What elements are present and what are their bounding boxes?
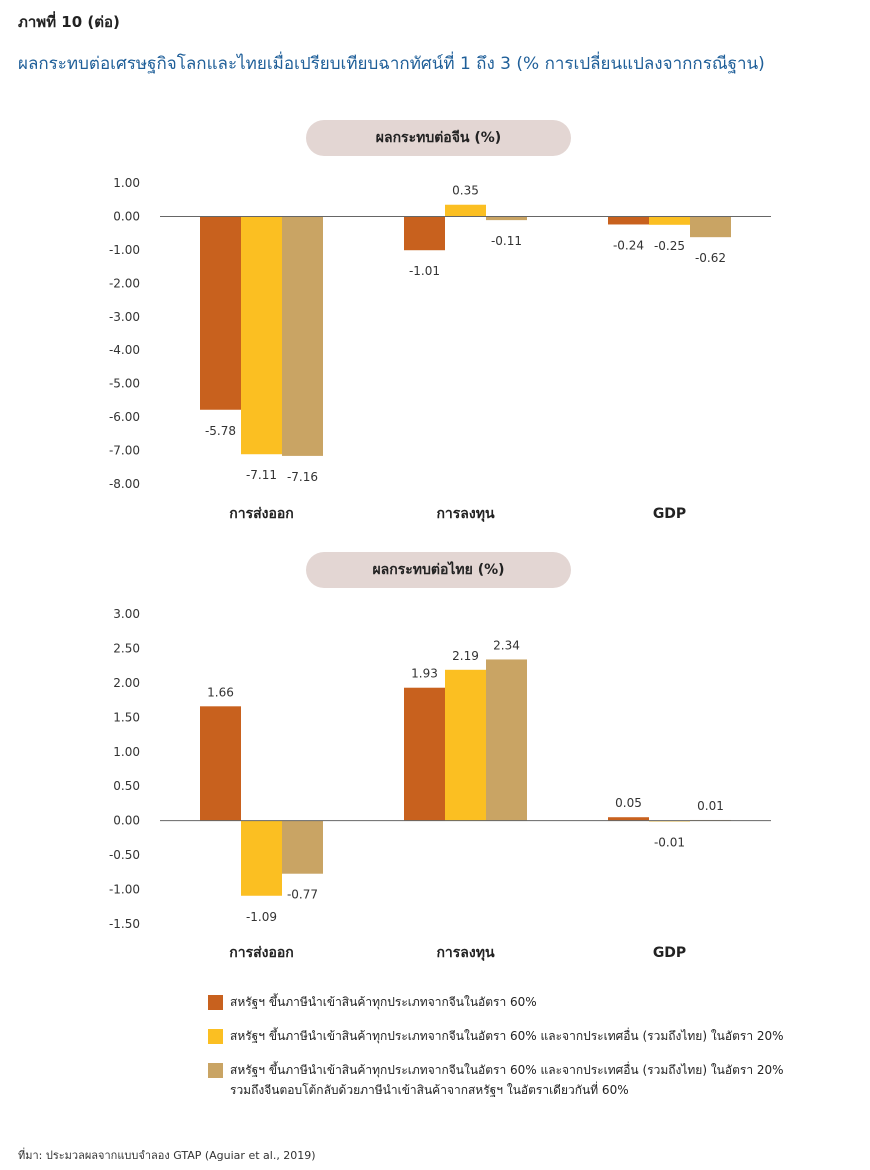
data-label: -0.62 — [695, 251, 726, 265]
data-label: -7.11 — [246, 468, 277, 482]
bar-series-1 — [404, 216, 445, 251]
y-tick-label: -1.00 — [109, 883, 140, 897]
y-tick-label: -1.00 — [109, 243, 140, 257]
y-tick-label: 0.50 — [113, 779, 140, 793]
bar-series-3 — [486, 659, 527, 821]
category-label: GDP — [653, 945, 686, 961]
chart-china: 1.00 0.00 -1.00 -2.00 -3.00 -4.00 -5.00 -6.00 -7… — [109, 176, 771, 522]
legend-label: สหรัฐฯ ขึ้นภาษีนำเข้าสินค้าทุกประเภทจากจ… — [230, 1029, 784, 1043]
bar-series-2 — [445, 204, 486, 217]
data-label: 0.01 — [697, 799, 724, 813]
y-tick-label: 2.50 — [113, 641, 140, 655]
data-label: 0.05 — [615, 796, 642, 810]
y-tick-label: 1.00 — [113, 176, 140, 190]
data-label: -0.24 — [613, 238, 644, 252]
chart-china-title: ผลกระทบต่อจีน (%) — [375, 130, 502, 146]
bar-series-1 — [200, 706, 241, 821]
y-tick-label: -0.50 — [109, 848, 140, 862]
category-label: การส่งออก — [229, 506, 294, 522]
bar-series-3 — [282, 216, 323, 456]
y-tick-label: -8.00 — [109, 477, 140, 491]
bar-series-2 — [241, 820, 282, 896]
legend-label: สหรัฐฯ ขึ้นภาษีนำเข้าสินค้าทุกประเภทจากจ… — [230, 995, 537, 1009]
y-tick-label: -1.50 — [109, 917, 140, 931]
legend-item: สหรัฐฯ ขึ้นภาษีนำเข้าสินค้าทุกประเภทจากจ… — [208, 992, 808, 1012]
data-label: 1.93 — [411, 667, 438, 681]
data-label: 2.34 — [493, 638, 520, 652]
legend-item: สหรัฐฯ ขึ้นภาษีนำเข้าสินค้าทุกประเภทจากจ… — [208, 1060, 808, 1100]
legend-swatch-series-2 — [208, 1029, 223, 1044]
figure-label: ภาพที่ 10 (ต่อ) — [18, 13, 120, 31]
bar-series-3 — [486, 216, 527, 221]
category-label: การลงทุน — [436, 506, 495, 522]
data-label: -0.11 — [491, 234, 522, 248]
bar-series-1 — [608, 216, 649, 225]
data-label: -7.16 — [287, 470, 318, 484]
data-label: 2.19 — [452, 649, 479, 663]
data-label: -5.78 — [205, 424, 236, 438]
bar-series-1 — [404, 687, 445, 821]
chart-thailand-title-pill: ผลกระทบต่อไทย (%) — [306, 552, 571, 588]
bar-series-2 — [445, 669, 486, 821]
data-label: -0.01 — [654, 835, 685, 849]
y-tick-label: -6.00 — [109, 410, 140, 424]
category-label: การลงทุน — [436, 945, 495, 961]
legend-swatch-series-1 — [208, 995, 223, 1010]
y-tick-label: 0.00 — [113, 209, 140, 223]
data-label: -1.09 — [246, 910, 277, 924]
data-label: 1.66 — [207, 685, 234, 699]
legend: สหรัฐฯ ขึ้นภาษีนำเข้าสินค้าทุกประเภทจากจ… — [208, 992, 808, 1114]
y-tick-label: 0.00 — [113, 814, 140, 828]
legend-swatch-series-3 — [208, 1063, 223, 1078]
data-label: -0.77 — [287, 888, 318, 902]
bar-series-1 — [608, 817, 649, 821]
y-tick-label: -7.00 — [109, 444, 140, 458]
data-label: -0.25 — [654, 239, 685, 253]
chart-thailand-title: ผลกระทบต่อไทย (%) — [372, 562, 505, 578]
figure-title: ผลกระทบต่อเศรษฐกิจโลกและไทยเมื่อเปรียบเท… — [18, 54, 765, 74]
bar-series-3 — [282, 820, 323, 874]
y-tick-label: -3.00 — [109, 310, 140, 324]
data-label: 0.35 — [452, 184, 479, 198]
y-tick-label: -2.00 — [109, 276, 140, 290]
bar-series-1 — [200, 216, 241, 410]
y-tick-label: 3.00 — [113, 607, 140, 621]
data-label: -1.01 — [409, 264, 440, 278]
legend-item: สหรัฐฯ ขึ้นภาษีนำเข้าสินค้าทุกประเภทจากจ… — [208, 1026, 808, 1046]
bar-series-2 — [649, 216, 690, 225]
bar-series-2 — [241, 216, 282, 455]
y-tick-label: 2.00 — [113, 676, 140, 690]
y-tick-label: 1.50 — [113, 710, 140, 724]
category-label: การส่งออก — [229, 945, 294, 961]
y-tick-label: -4.00 — [109, 343, 140, 357]
legend-label: สหรัฐฯ ขึ้นภาษีนำเข้าสินค้าทุกประเภทจากจ… — [230, 1063, 784, 1097]
chart-thailand: 3.00 2.50 2.00 1.50 1.00 0.50 0.00 -0.50 -1.00 -1… — [109, 607, 771, 961]
bar-series-3 — [690, 216, 731, 238]
source-note: ที่มา: ประมวลผลจากแบบจำลอง GTAP (Aguiar … — [18, 1149, 316, 1162]
chart-china-title-pill: ผลกระทบต่อจีน (%) — [306, 120, 571, 156]
y-tick-label: -5.00 — [109, 377, 140, 391]
category-label: GDP — [653, 506, 686, 522]
y-tick-label: 1.00 — [113, 745, 140, 759]
